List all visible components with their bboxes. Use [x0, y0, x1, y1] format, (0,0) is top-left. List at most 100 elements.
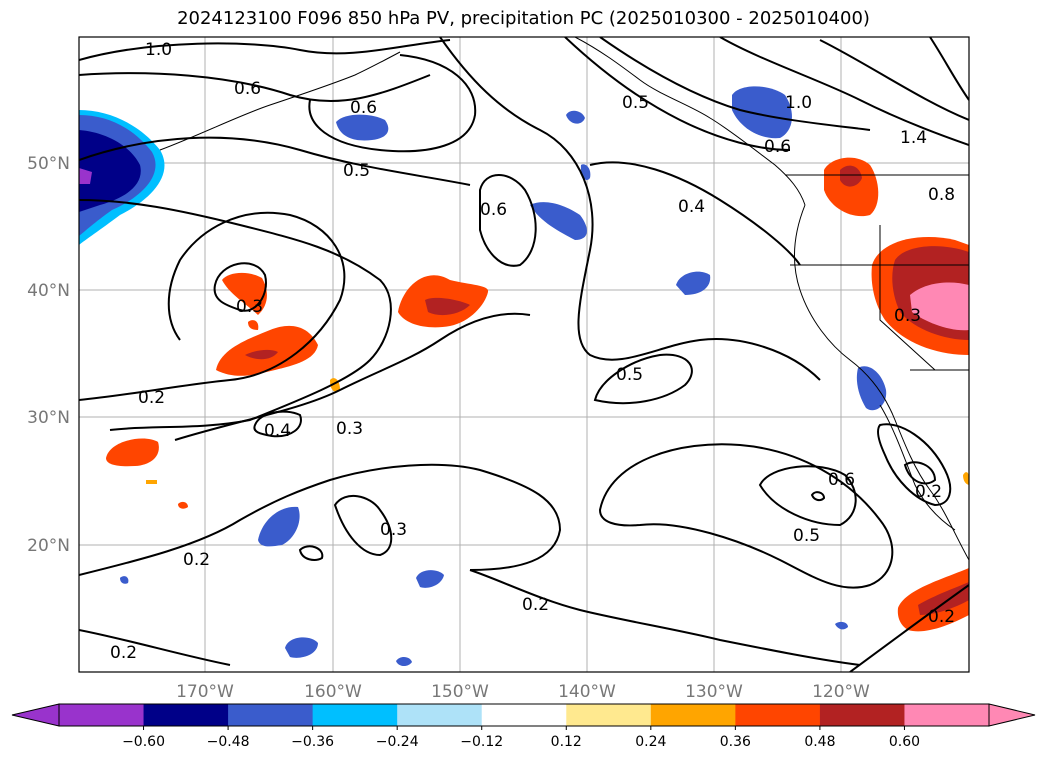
- state-border: [879, 225, 936, 371]
- coastlines: [159, 37, 969, 561]
- colorbar-segment: [397, 704, 483, 726]
- precip-patch: [146, 480, 157, 484]
- precip-patch: [835, 621, 848, 630]
- precip-patch: [918, 582, 969, 615]
- pv-contour: [298, 545, 324, 561]
- precip-patch: [396, 656, 412, 667]
- precip-patch: [963, 472, 969, 485]
- contour-label: 0.2: [915, 482, 942, 502]
- lat-label: 30°N: [27, 408, 70, 428]
- pv-contour: [564, 37, 791, 151]
- lon-label: 170°W: [176, 682, 234, 702]
- contour-label: 0.2: [522, 595, 549, 615]
- precip-patch: [258, 506, 300, 547]
- pv-contour: [593, 353, 693, 405]
- precip-patch: [732, 86, 792, 139]
- precip-patch: [530, 202, 587, 240]
- colorbar-segment: [650, 704, 736, 726]
- lon-label: 160°W: [304, 682, 362, 702]
- colorbar-segment: [59, 704, 145, 726]
- precip-patch: [856, 366, 887, 411]
- precip-patch: [425, 297, 470, 316]
- pv-contour: [79, 629, 231, 666]
- pv-contour: [589, 161, 801, 266]
- positive-precip-areas: [106, 157, 969, 632]
- pv-contour: [469, 569, 861, 666]
- pv-contour: [810, 491, 826, 502]
- colorbar-tick-label: 0.48: [804, 734, 835, 750]
- contour-label: 0.4: [264, 421, 291, 441]
- figure-title: 2024123100 F096 850 hPa PV, precipitatio…: [177, 8, 870, 29]
- latitude-labels: 50°N 40°N 30°N 20°N: [27, 154, 70, 556]
- contour-label: 0.5: [616, 365, 643, 385]
- pv-contour: [903, 461, 937, 485]
- contour-label: 0.3: [894, 306, 921, 326]
- precip-patch: [840, 165, 862, 187]
- colorbar-segment: [904, 704, 990, 726]
- aleutian-islands: [159, 51, 401, 151]
- contour-label: 0.2: [110, 643, 137, 663]
- baja-peninsula: [879, 404, 956, 531]
- map-area: 1.0 0.6 0.6 0.5 0.6 0.5 0.4 1.0 0.6 1.4 …: [79, 37, 969, 672]
- pv-contour: [79, 463, 562, 576]
- colorbar-tick-label: 0.36: [720, 734, 751, 750]
- colorbar-tick-label: −0.12: [460, 734, 503, 750]
- pv-contours: [79, 37, 969, 672]
- contour-label: 0.5: [622, 93, 649, 113]
- contour-label: 1.0: [785, 93, 812, 113]
- pv-contour: [79, 72, 431, 103]
- pv-contour: [479, 174, 537, 267]
- contour-label: 0.8: [928, 185, 955, 205]
- colorbar-segment: [481, 704, 567, 726]
- alaska-coast: [574, 37, 806, 206]
- contour-label: 0.6: [764, 137, 791, 157]
- colorbar-segment: [312, 704, 398, 726]
- lon-label: 140°W: [558, 682, 616, 702]
- colorbar-tick-label: −0.60: [122, 734, 165, 750]
- contour-label: 0.4: [678, 197, 705, 217]
- contour-label: 0.6: [234, 79, 261, 99]
- lon-label: 120°W: [812, 682, 870, 702]
- contour-label: 0.5: [343, 161, 370, 181]
- pv-contour: [599, 37, 871, 131]
- precip-patch: [824, 157, 879, 217]
- gridlines: [79, 37, 969, 672]
- precip-patch: [676, 271, 711, 295]
- precip-patch: [79, 130, 141, 212]
- precip-patch: [416, 570, 444, 588]
- colorbar-segment: [228, 704, 314, 726]
- pv-contour: [876, 423, 952, 507]
- contour-label: 0.5: [793, 526, 820, 546]
- pv-contour: [79, 39, 451, 61]
- pv-contour: [333, 495, 393, 557]
- precip-patch: [222, 272, 267, 315]
- lon-label: 130°W: [685, 682, 743, 702]
- pv-contour: [849, 584, 969, 672]
- precip-patch: [336, 114, 389, 141]
- map-frame: [78, 36, 970, 673]
- colorbar-segments: [59, 704, 990, 726]
- contour-label: 0.3: [380, 520, 407, 540]
- colorbar-segment: [819, 704, 905, 726]
- precip-patch: [106, 438, 159, 467]
- colorbar-tick-label: −0.48: [207, 734, 250, 750]
- lat-label: 50°N: [27, 154, 70, 174]
- colorbar-tick-label: 0.60: [889, 734, 920, 750]
- pv-contour: [174, 312, 531, 441]
- pv-contour: [439, 37, 821, 381]
- colorbar-tick-label: −0.24: [376, 734, 419, 750]
- precip-patch: [79, 168, 92, 184]
- precip-patch: [178, 501, 188, 509]
- colorbar-segment: [735, 704, 821, 726]
- contour-label: 0.2: [138, 388, 165, 408]
- pv-contour: [79, 211, 346, 401]
- pv-contour: [79, 136, 471, 186]
- precip-patch: [248, 320, 259, 330]
- precip-patch: [910, 282, 969, 331]
- precip-patch: [120, 576, 129, 584]
- colorbar-extend-min: [11, 703, 60, 727]
- pv-contour: [758, 465, 857, 527]
- colorbar-ticks: −0.60 −0.48 −0.36 −0.24 −0.12 0.12 0.24 0.36 0.4…: [122, 726, 920, 750]
- colorbar-tick-label: 0.12: [551, 734, 582, 750]
